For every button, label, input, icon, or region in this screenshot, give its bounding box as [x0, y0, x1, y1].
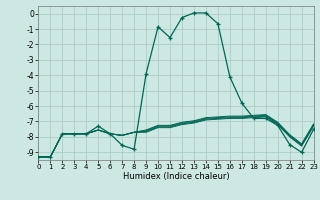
X-axis label: Humidex (Indice chaleur): Humidex (Indice chaleur): [123, 172, 229, 181]
